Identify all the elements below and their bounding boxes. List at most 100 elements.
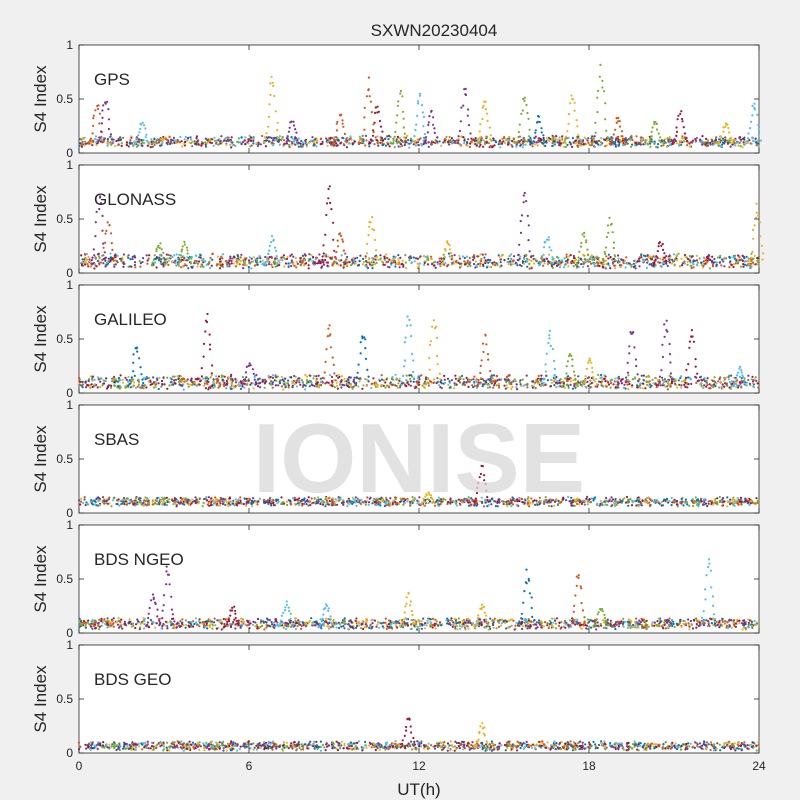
data-point [606,224,610,227]
data-point [582,143,585,146]
data-point [226,263,229,266]
data-point [594,264,597,268]
data-point [477,263,480,266]
data-point [739,140,743,143]
data-point [283,383,286,386]
data-point [529,136,532,140]
data-point [176,257,179,260]
data-point [122,253,125,256]
data-point [321,265,324,268]
data-point [598,75,601,78]
data-point [247,379,250,382]
data-point [576,262,579,265]
data-point [88,140,91,143]
data-point [722,126,725,129]
data-point [273,246,277,249]
data-point [474,266,477,269]
data-point [255,374,258,377]
data-point [595,256,598,259]
data-point [141,386,144,389]
data-point [520,112,523,115]
data-point [444,141,447,144]
data-point [503,141,507,144]
data-point [211,364,214,367]
data-point [689,261,692,264]
data-point [109,135,112,138]
data-point [619,380,623,383]
data-point [322,263,326,266]
data-point [652,382,655,385]
data-point [462,136,465,139]
data-point [325,137,328,140]
data-point [703,500,706,503]
data-point [727,126,730,130]
data-point [124,376,127,379]
data-point [131,385,134,388]
data-point [105,100,109,103]
data-point [335,122,338,125]
data-point [99,380,102,383]
data-point [238,263,241,266]
data-point [448,143,451,146]
data-point [483,379,486,382]
data-point [415,123,418,126]
data-point [220,141,223,144]
data-point [198,260,201,263]
data-point [489,265,492,268]
data-point [752,139,755,142]
data-point [564,142,567,145]
data-point [537,115,541,118]
data-point [231,378,234,381]
data-point [665,260,668,263]
data-point [549,385,553,388]
data-point [681,262,685,265]
data-point [141,384,144,387]
data-point [161,382,164,386]
data-point [305,262,308,265]
data-point [395,138,398,141]
data-point [476,255,479,258]
data-point [443,374,446,377]
data-point [377,144,380,147]
data-point [558,379,561,382]
data-point [489,144,492,148]
data-point [275,376,278,379]
data-point [312,141,315,144]
data-point [650,135,653,138]
data-point [450,256,454,259]
data-point [524,143,527,146]
data-point [605,263,608,266]
data-point [747,378,750,382]
data-point [607,381,610,384]
data-point [107,127,110,131]
data-point [621,144,625,147]
data-point [465,255,468,258]
data-point [170,138,173,141]
data-point [460,135,463,138]
data-point [185,246,189,249]
data-point [243,139,246,142]
data-point [264,263,267,266]
data-point [174,382,177,385]
data-point [424,378,427,381]
data-point [474,137,477,140]
data-point [277,136,280,139]
data-point [696,261,699,264]
data-point [692,340,696,343]
data-point [649,386,652,389]
data-point [412,143,415,146]
data-point [244,258,247,261]
data-point [716,256,720,259]
data-point [199,254,202,257]
data-point [187,137,190,140]
data-point [621,137,625,141]
data-point [709,143,712,146]
data-point [173,254,176,257]
data-point [395,377,398,380]
data-point [750,252,753,255]
data-point [390,142,393,145]
data-point [413,377,416,380]
data-point [594,131,597,134]
data-point [756,139,759,142]
data-point [407,383,410,386]
